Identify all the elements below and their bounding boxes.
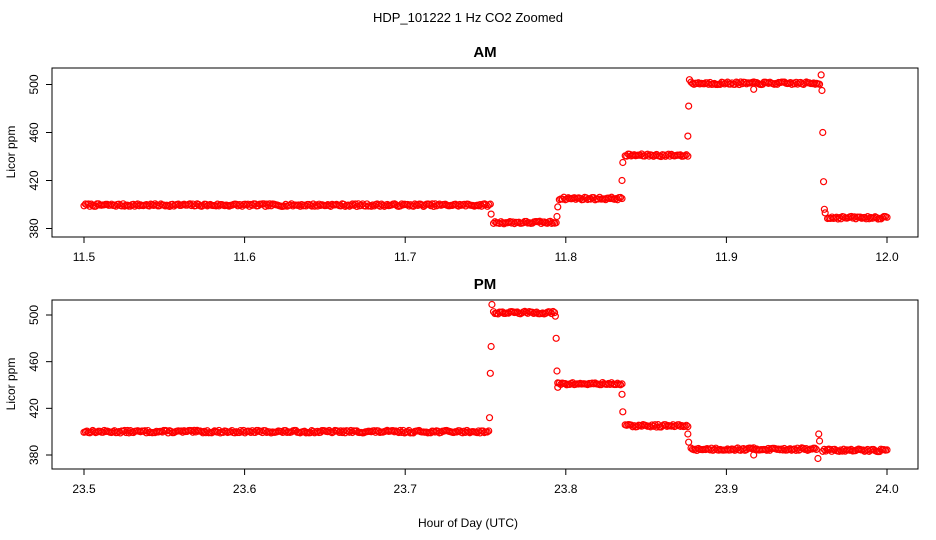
y-tick-label: 460 [27, 351, 41, 371]
data-point [883, 446, 891, 454]
pm-panel: PM 23.5 23.6 23.7 23.8 23.9 24.0 380 420 460 500… [4, 276, 919, 496]
am-plot-frame [51, 67, 919, 238]
data-point [750, 451, 758, 459]
y-tick-label: 500 [27, 74, 41, 94]
x-tick-label: 11.9 [715, 250, 738, 264]
pm-y-axis: 380 420 460 500 [27, 305, 52, 465]
am-y-axis: 380 420 460 500 [27, 74, 52, 239]
y-tick-label: 420 [27, 170, 41, 190]
pm-title: PM [474, 276, 497, 293]
data-point [819, 128, 827, 137]
data-point [643, 150, 652, 158]
x-tick-label: 24.0 [875, 482, 899, 496]
data-point [883, 213, 891, 221]
data-point [750, 85, 758, 93]
data-point [819, 447, 827, 455]
pm-plot-frame [51, 299, 919, 470]
y-tick-label: 380 [27, 445, 41, 465]
am-title: AM [473, 44, 496, 61]
shared-x-label: Hour of Day (UTC) [418, 516, 518, 530]
data-point [817, 71, 825, 79]
x-tick-label: 11.7 [394, 250, 417, 264]
data-point [553, 212, 561, 221]
x-tick-label: 23.8 [554, 482, 578, 496]
data-point [684, 422, 692, 431]
y-tick-label: 500 [27, 305, 41, 325]
data-point [551, 312, 559, 320]
y-tick-label: 380 [27, 218, 41, 238]
x-tick-label: 12.0 [875, 250, 899, 264]
pm-y-label: Licor ppm [4, 358, 18, 411]
data-point [814, 454, 822, 463]
data-point [487, 210, 495, 218]
data-point [619, 408, 627, 416]
data-point [815, 437, 824, 445]
data-point [487, 342, 495, 351]
data-point [682, 421, 690, 429]
super-title: HDP_101222 1 Hz CO2 Zoomed [373, 10, 563, 25]
data-point [815, 430, 823, 438]
x-tick-label: 11.6 [233, 250, 256, 264]
data-point [821, 209, 829, 217]
data-point [618, 380, 626, 388]
data-point [811, 444, 819, 452]
data-point [684, 152, 692, 160]
pm-points [80, 300, 891, 463]
data-point [685, 102, 693, 110]
data-point [486, 200, 494, 208]
data-point [554, 203, 562, 211]
data-point [618, 194, 626, 203]
data-point [485, 414, 494, 422]
data-point [546, 308, 554, 316]
data-point [618, 176, 626, 185]
data-point [685, 438, 693, 446]
data-point [684, 430, 692, 438]
am-panel: AM 11.5 11.6 11.7 11.8 11.9 12.0 380 420 460 500… [4, 44, 919, 264]
data-point [482, 200, 490, 209]
x-tick-label: 23.6 [233, 482, 257, 496]
x-tick-label: 23.7 [394, 482, 418, 496]
am-y-label: Licor ppm [4, 126, 18, 179]
x-tick-label: 11.5 [73, 250, 96, 264]
data-point [878, 213, 887, 222]
am-x-axis: 11.5 11.6 11.7 11.8 11.9 12.0 [73, 236, 899, 264]
data-point [488, 300, 496, 309]
x-tick-label: 23.9 [715, 482, 739, 496]
y-tick-label: 460 [27, 122, 41, 142]
data-point [682, 151, 690, 159]
data-point [486, 369, 494, 377]
data-point [681, 422, 689, 430]
data-point [684, 132, 692, 140]
data-point [550, 309, 559, 317]
data-point [483, 428, 491, 436]
data-point [820, 205, 828, 213]
x-tick-label: 11.8 [555, 250, 578, 264]
data-point [619, 158, 627, 167]
data-point [685, 76, 694, 84]
data-point [812, 445, 820, 453]
am-points [80, 71, 891, 228]
x-tick-label: 23.5 [72, 482, 96, 496]
data-point [616, 193, 625, 202]
data-point [554, 383, 562, 391]
data-point [618, 390, 626, 398]
pm-x-axis: 23.5 23.6 23.7 23.8 23.9 24.0 [72, 468, 899, 496]
y-tick-label: 420 [27, 398, 41, 418]
data-point [819, 178, 828, 186]
data-point [552, 334, 560, 342]
data-point [818, 86, 826, 95]
data-point [485, 427, 493, 435]
data-point [367, 202, 375, 210]
data-point [815, 80, 824, 88]
data-point [553, 367, 561, 375]
